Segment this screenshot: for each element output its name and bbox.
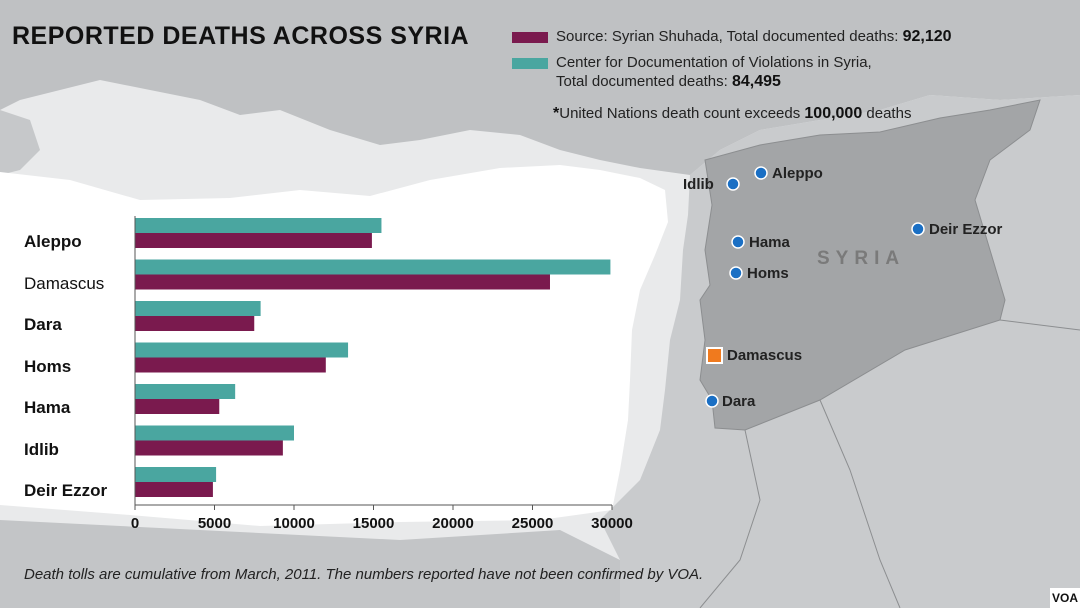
un-note: *United Nations death count exceeds 100,…	[553, 105, 911, 123]
category-label-dara: Dara	[24, 315, 62, 334]
un-note-text: United Nations death count exceeds	[559, 105, 805, 122]
bar-aleppo-series-2	[135, 233, 372, 248]
bar-dara-series-2	[135, 316, 255, 331]
x-tick-label-15000: 15000	[353, 515, 395, 532]
category-label-idlib: Idlib	[24, 439, 59, 459]
category-label-aleppo: Aleppo	[24, 232, 82, 251]
legend-entry-shuhada: Source: Syrian Shuhada, Total documented…	[556, 27, 952, 46]
city-label-hama: Hama	[749, 234, 790, 251]
city-label-aleppo: Aleppo	[772, 165, 823, 182]
category-label-deir-ezzor: Deir Ezzor	[24, 481, 108, 500]
city-marker-hama	[731, 235, 745, 249]
legend-text-cdv-line2: Total documented deaths:	[556, 73, 732, 90]
city-label-dara: Dara	[722, 393, 756, 410]
bar-damascus-series-1	[135, 259, 611, 275]
bar-idlib-series-1	[135, 425, 294, 441]
legend-total-cdv: 84,495	[731, 73, 781, 90]
un-note-suffix: deaths	[862, 105, 912, 122]
bar-damascus-series-2	[135, 274, 550, 290]
city-label-deir-ezzor: Deir Ezzor	[929, 221, 1003, 238]
city-marker-aleppo	[754, 166, 768, 180]
footnote: Death tolls are cumulative from March, 2…	[24, 566, 704, 583]
legend-total-shuhada: 92,120	[902, 28, 952, 45]
x-tick-label-25000: 25000	[512, 515, 554, 532]
city-marker-homs	[729, 266, 743, 280]
un-note-number: 100,000	[804, 105, 863, 122]
category-label-homs: Homs	[24, 356, 72, 376]
bar-hama-series-1	[135, 384, 236, 399]
bar-deir-ezzor-series-1	[135, 467, 217, 482]
category-label-hama: Hama	[24, 398, 71, 417]
bar-idlib-series-2	[135, 440, 283, 456]
bar-hama-series-2	[135, 399, 220, 414]
legend-swatch-cdv	[512, 58, 548, 69]
city-label-damascus: Damascus	[727, 347, 803, 364]
legend-entry-cdv: Center for Documentation of Violations i…	[556, 53, 872, 91]
city-marker-dara	[705, 394, 719, 408]
un-note-asterisk: *	[553, 105, 560, 122]
city-marker-idlib	[726, 177, 740, 191]
capital-marker-damascus	[706, 347, 723, 364]
bar-aleppo-series-1	[135, 218, 382, 233]
bar-dara-series-1	[135, 301, 261, 316]
x-tick-label-0: 0	[131, 515, 139, 532]
x-tick-label-5000: 5000	[198, 515, 231, 532]
city-label-idlib: Idlib	[683, 176, 714, 193]
x-tick-label-20000: 20000	[432, 515, 474, 532]
x-tick-label-30000: 30000	[591, 515, 633, 532]
legend-text-cdv-line1: Center for Documentation of Violations i…	[556, 54, 872, 71]
legend-text-shuhada: Source: Syrian Shuhada, Total documented…	[556, 28, 903, 45]
bar-homs-series-1	[135, 342, 349, 358]
category-label-damascus: Damascus	[24, 273, 105, 293]
city-label-homs: Homs	[747, 265, 789, 282]
x-tick-label-10000: 10000	[273, 515, 315, 532]
chart-title: REPORTED DEATHS ACROSS SYRIA	[12, 22, 470, 50]
legend-swatch-shuhada	[512, 32, 548, 43]
voa-logo: VOA	[1050, 588, 1080, 608]
bar-homs-series-2	[135, 357, 326, 373]
bar-deir-ezzor-series-2	[135, 482, 213, 497]
city-marker-deir-ezzor	[911, 222, 925, 236]
country-label: SYRIA	[817, 248, 906, 269]
